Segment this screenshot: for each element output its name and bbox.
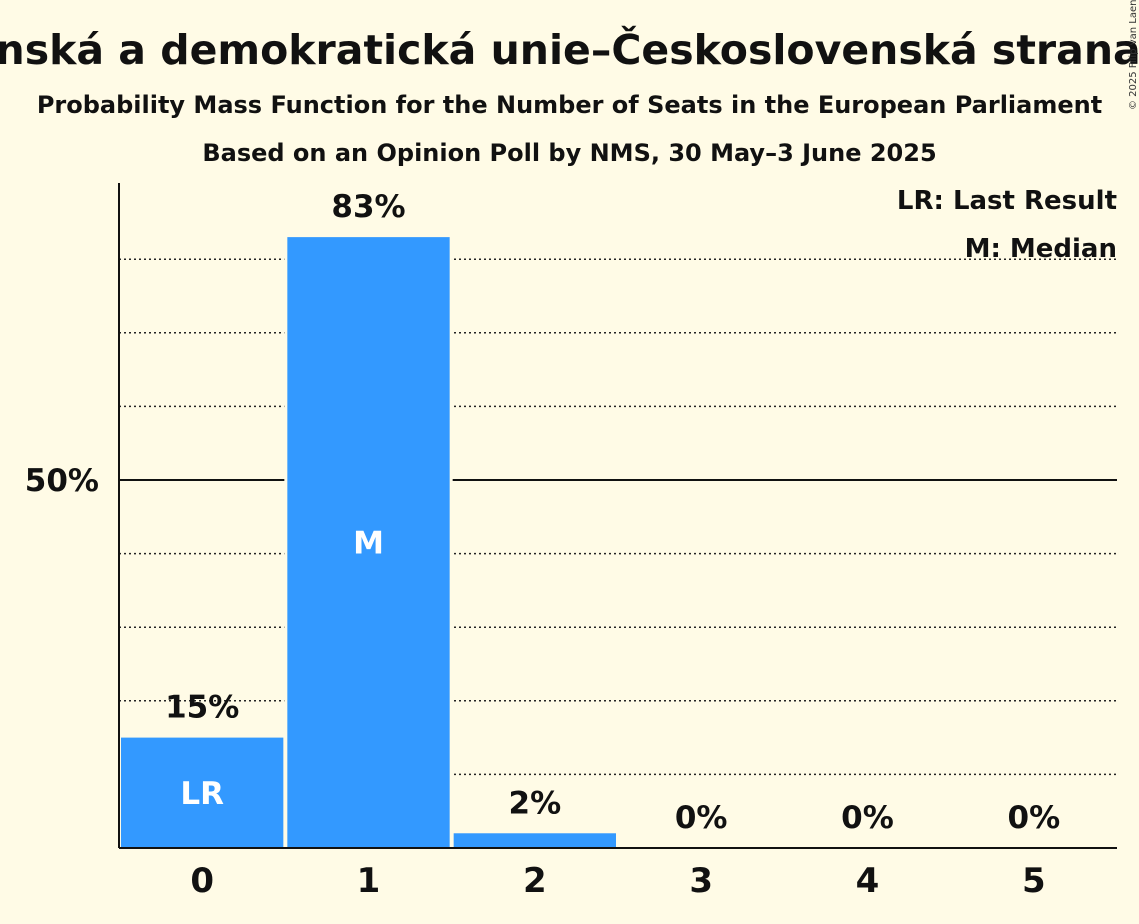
bar bbox=[453, 833, 616, 848]
chart-title: Křesťanská a demokratická unie–Českoslov… bbox=[0, 26, 1139, 74]
value-label: 15% bbox=[165, 690, 239, 726]
last-result-marker: LR bbox=[180, 776, 224, 812]
y-tick-label: 50% bbox=[25, 463, 99, 499]
legend-last-result: LR: Last Result bbox=[897, 186, 1117, 216]
chart-subtitle: Probability Mass Function for the Number… bbox=[37, 91, 1102, 119]
chart-source: Based on an Opinion Poll by NMS, 30 May–… bbox=[202, 139, 936, 167]
value-labels: 15% LR 0 83% M 1 2% 2 0% 3 0% 4 0% 5 bbox=[165, 189, 1060, 901]
bars bbox=[118, 234, 619, 848]
x-tick-label: 4 bbox=[856, 861, 880, 901]
x-tick-label: 1 bbox=[357, 861, 381, 901]
value-label: 83% bbox=[331, 189, 405, 225]
x-tick-label: 2 bbox=[523, 861, 547, 901]
axes bbox=[118, 183, 1117, 849]
median-marker: M bbox=[353, 526, 384, 562]
bar bbox=[287, 237, 450, 848]
copyright-notice: © 2025 Filip van Laenen bbox=[1128, 0, 1139, 110]
bar bbox=[121, 737, 284, 848]
legend-median: M: Median bbox=[965, 234, 1117, 264]
value-label: 0% bbox=[675, 800, 728, 836]
value-label: 0% bbox=[1008, 800, 1061, 836]
x-tick-label: 3 bbox=[689, 861, 713, 901]
value-label: 0% bbox=[841, 800, 894, 836]
x-tick-label: 5 bbox=[1022, 861, 1046, 901]
x-tick-label: 0 bbox=[190, 861, 214, 901]
value-label: 2% bbox=[509, 785, 562, 821]
